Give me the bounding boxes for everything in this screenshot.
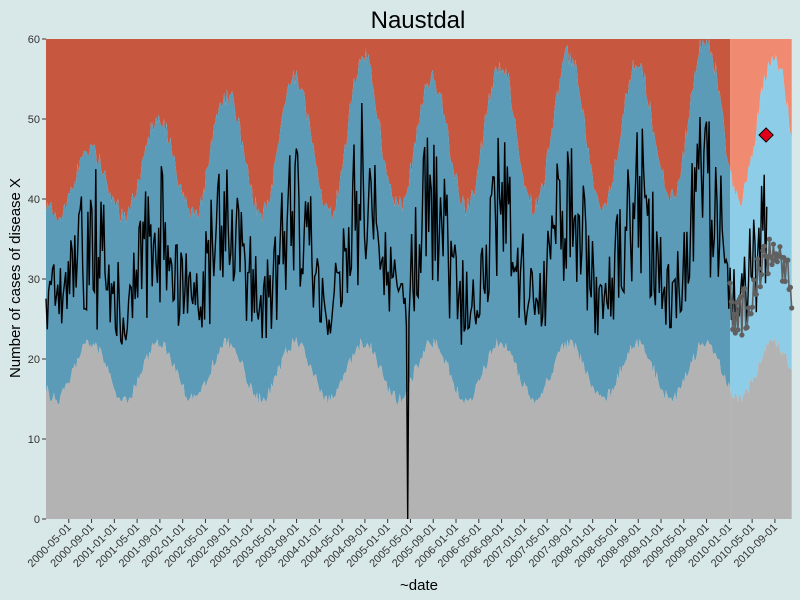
forecast-series-line	[729, 239, 793, 336]
forecast-upper-band	[730, 39, 792, 207]
forecast-lower-band	[730, 337, 792, 519]
y-tick-label: 0	[34, 514, 40, 526]
upper-band	[46, 39, 731, 223]
y-tick-label: 10	[28, 434, 40, 446]
normal-band	[46, 39, 731, 405]
y-axis: 0 10 20 30 40 50 60	[28, 34, 46, 526]
x-axis-title: ~date	[400, 577, 438, 594]
plot-area	[45, 39, 795, 520]
observed-series-line	[45, 102, 768, 520]
chart-title: Naustdal	[371, 7, 466, 34]
lower-band	[46, 336, 731, 519]
y-tick-label: 40	[28, 194, 40, 206]
y-tick-label: 50	[28, 114, 40, 126]
y-axis-title: Number of cases of disease X	[7, 178, 24, 378]
alert-marker	[758, 127, 774, 143]
y-tick-label: 30	[28, 274, 40, 286]
forecast-point	[789, 305, 795, 311]
y-tick-label: 20	[28, 354, 40, 366]
y-tick-label: 60	[28, 34, 40, 46]
